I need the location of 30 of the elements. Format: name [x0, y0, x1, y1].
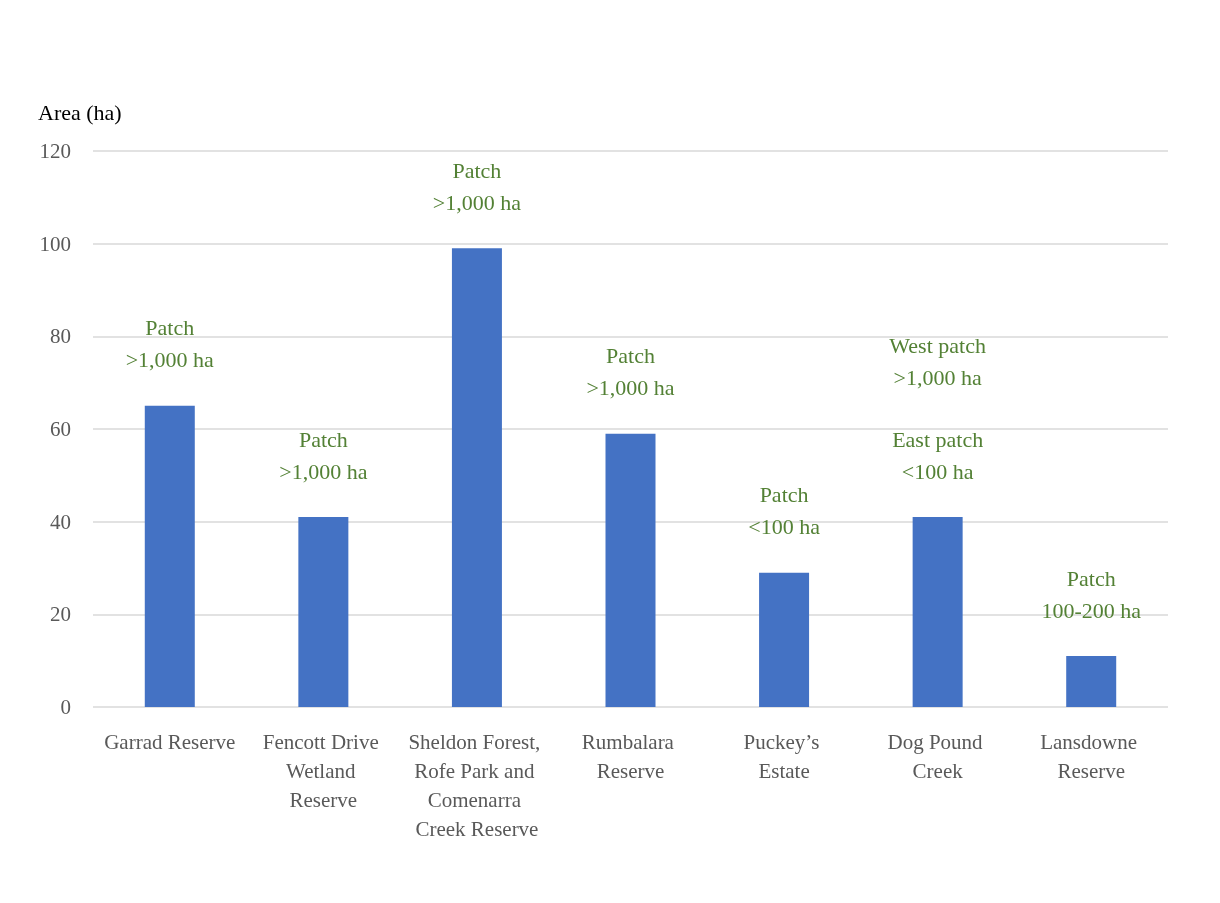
y-tick-label: 100	[39, 231, 71, 256]
bar	[605, 433, 656, 707]
annotation: Patch 100-200 ha	[1041, 565, 1142, 623]
y-tick-label: 20	[50, 602, 71, 627]
annotation: West patch >1,000 ha	[889, 332, 986, 390]
bar	[912, 517, 963, 707]
bar	[298, 517, 349, 707]
annotation: East patch <100 ha	[892, 426, 984, 484]
y-axis-title: Area (ha)	[38, 99, 122, 125]
annotation: Patch >1,000 ha	[586, 343, 675, 401]
annotation: Patch >1,000 ha	[279, 426, 368, 484]
bar	[1066, 656, 1117, 707]
annotation: Patch <100 ha	[748, 482, 821, 540]
x-tick-label: Lansdowne Reserve	[1040, 729, 1143, 783]
y-tick-label: 80	[50, 324, 71, 349]
x-tick-label: Fencott Drive Wetland Reserve	[262, 729, 385, 812]
y-tick-label: 40	[50, 509, 71, 534]
x-tick-label: Rumbalara Reserve	[581, 729, 680, 783]
x-tick-label: Garrad Reserve	[104, 729, 236, 754]
bar	[759, 572, 810, 707]
x-tick-label: Puckey’s Estate	[743, 729, 825, 783]
annotation: Patch >1,000 ha	[125, 315, 215, 373]
y-tick-label: 120	[39, 139, 71, 163]
bar	[451, 248, 502, 707]
y-tick-label: 0	[60, 695, 71, 719]
x-tick-label: Dog Pound Creek	[887, 729, 988, 783]
y-tick-label: 60	[50, 417, 71, 441]
annotation: Patch >1,000 ha	[432, 157, 522, 215]
bar	[144, 405, 195, 707]
x-tick-label: Sheldon Forest, Rofe Park and Comenarra Creek Reserve	[408, 729, 546, 841]
